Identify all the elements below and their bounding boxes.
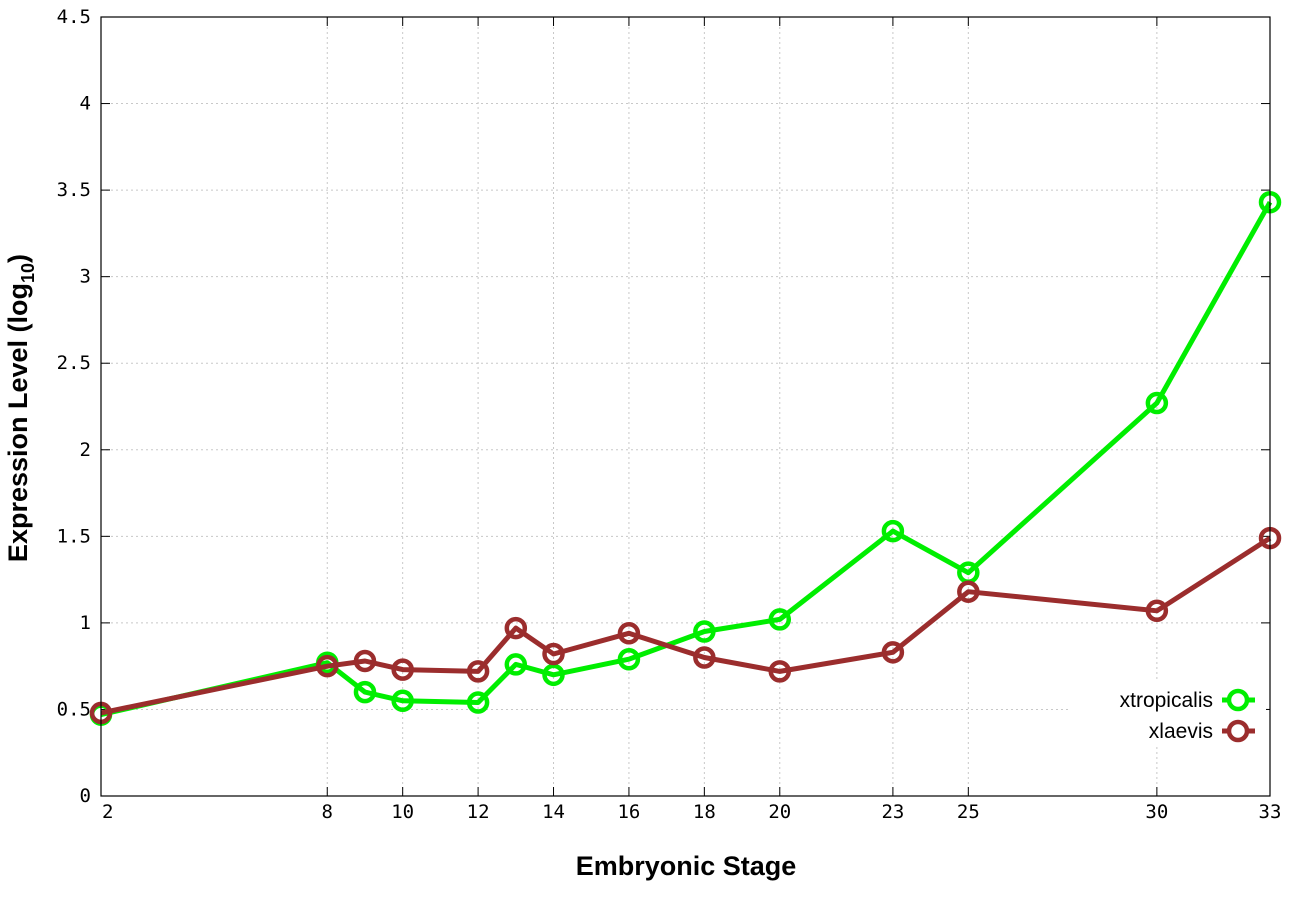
x-tick-label: 12 xyxy=(467,801,490,823)
x-tick-label: 10 xyxy=(391,801,414,823)
legend-label-xtropicalis: xtropicalis xyxy=(1120,689,1213,712)
y-tick-label: 3 xyxy=(80,266,91,288)
y-tick-label: 2 xyxy=(80,439,91,461)
y-axis-title-suffix: ) xyxy=(3,254,33,263)
legend-marker-xlaevis xyxy=(1226,719,1250,743)
data-point-xlaevis xyxy=(617,622,641,645)
data-point-xtropicalis xyxy=(504,653,528,676)
data-point-xlaevis xyxy=(693,646,716,669)
data-point-xtropicalis xyxy=(1145,391,1169,415)
x-axis-title: Embryonic Stage xyxy=(576,851,797,881)
data-point-xlaevis xyxy=(957,580,980,603)
data-point-xtropicalis xyxy=(693,620,716,643)
x-tick-label: 8 xyxy=(322,801,333,823)
x-tick-label: 20 xyxy=(768,801,791,823)
y-axis-title-subscript: 10 xyxy=(18,263,38,283)
x-tick-label: 33 xyxy=(1259,801,1282,823)
legend-label-xlaevis: xlaevis xyxy=(1149,720,1213,743)
y-axis-title: Expression Level (log10) xyxy=(3,254,38,562)
legend: xtropicalis xlaevis xyxy=(1070,682,1266,746)
data-point-xlaevis xyxy=(768,660,792,683)
data-point-xlaevis xyxy=(391,658,414,681)
axis-ticks xyxy=(100,16,1271,797)
data-point-xlaevis xyxy=(504,616,528,640)
y-tick-label: 0 xyxy=(80,785,91,807)
x-tick-label: 16 xyxy=(617,801,640,823)
y-tick-label: 4.5 xyxy=(57,6,91,28)
x-tick-label: 30 xyxy=(1145,801,1168,823)
data-point-xtropicalis xyxy=(466,691,490,714)
data-point-xtropicalis xyxy=(617,647,641,671)
data-point-xlaevis xyxy=(466,660,490,683)
data-point-xlaevis xyxy=(1145,599,1169,623)
y-tick-label: 2.5 xyxy=(57,352,91,374)
plot-frame xyxy=(100,16,1271,797)
legend-item-xtropicalis: xtropicalis xyxy=(1120,688,1255,712)
x-tick-labels: 2 8 10 12 14 16 18 20 23 25 30 33 xyxy=(102,801,1281,823)
data-point-xtropicalis xyxy=(542,663,565,687)
y-tick-label: 1.5 xyxy=(57,525,91,547)
y-tick-label: 0.5 xyxy=(57,698,91,720)
x-tick-label: 23 xyxy=(881,801,904,823)
data-point-xlaevis xyxy=(542,642,565,666)
y-tick-label: 3.5 xyxy=(57,179,91,201)
data-point-xtropicalis xyxy=(881,519,905,543)
data-point-xlaevis xyxy=(353,649,377,673)
data-point-xtropicalis xyxy=(957,561,980,584)
data-point-xlaevis xyxy=(316,654,339,678)
legend-marker-xtropicalis xyxy=(1226,688,1250,712)
y-tick-labels: 0 0.5 1 1.5 2 2.5 3 3.5 4 4.5 xyxy=(57,6,91,807)
data-point-xtropicalis xyxy=(391,689,414,713)
data-point-xtropicalis xyxy=(768,608,792,631)
y-tick-label: 4 xyxy=(80,93,91,115)
x-tick-label: 2 xyxy=(102,801,113,823)
y-axis-title-prefix: Expression Level (log xyxy=(3,283,33,562)
legend-item-xlaevis: xlaevis xyxy=(1149,719,1255,743)
series-xlaevis xyxy=(89,526,1282,725)
series-xtropicalis xyxy=(89,190,1282,726)
series-line-xtropicalis xyxy=(100,200,1273,718)
data-series xyxy=(89,190,1282,726)
x-tick-label: 25 xyxy=(957,801,980,823)
series-line-xlaevis xyxy=(100,535,1272,716)
y-tick-label: 1 xyxy=(80,612,91,634)
data-point-xtropicalis xyxy=(353,680,377,704)
x-tick-label: 14 xyxy=(542,801,565,823)
data-point-xlaevis xyxy=(881,641,905,664)
x-tick-label: 18 xyxy=(693,801,716,823)
